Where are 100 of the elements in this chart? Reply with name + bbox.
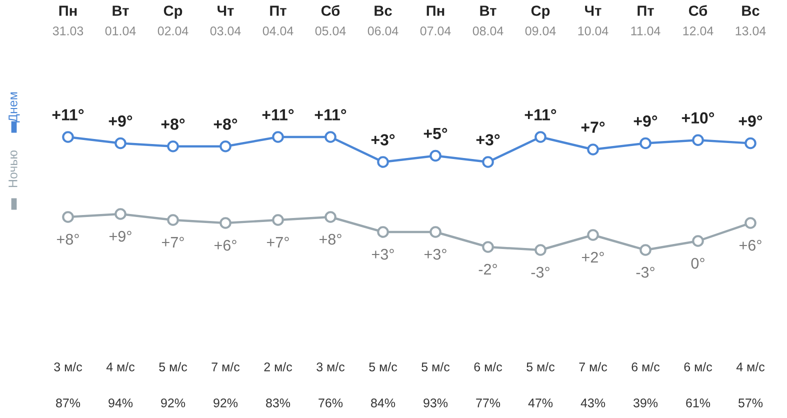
text: 43%: [580, 398, 606, 408]
point: [114, 208, 126, 220]
point: [430, 150, 442, 162]
point: [220, 140, 232, 152]
text: 6 м/с: [632, 362, 660, 372]
text: 39%: [633, 398, 658, 408]
point: [377, 226, 389, 238]
data-label: +8°: [56, 234, 79, 245]
point: [272, 214, 284, 226]
x-tick-label: Вс 06.04: [368, 6, 398, 36]
data-label: -2°: [478, 264, 497, 275]
x-tick-label: Ср 09.04: [525, 6, 556, 36]
text: 83%: [266, 398, 290, 408]
data-label: +9°: [109, 230, 132, 242]
x-tick-label: Ср 02.04: [158, 6, 188, 36]
data-label: +3°: [371, 134, 395, 146]
text: 5 м/с: [369, 362, 398, 372]
text: 4 м/с: [736, 362, 765, 372]
data-label: +2°: [582, 252, 604, 263]
text: 76%: [318, 398, 343, 408]
point: [640, 244, 652, 256]
data-label: -3°: [531, 266, 550, 278]
data-label: +3°: [372, 248, 394, 260]
point: [62, 211, 74, 223]
x-tick-label: Сб 12.04: [683, 5, 714, 36]
text: 2 м/с: [264, 362, 292, 372]
x-tick-label: Вт 01.04: [105, 6, 136, 36]
text: 5 м/с: [526, 362, 555, 372]
point: [324, 131, 336, 143]
point: [324, 211, 336, 223]
point: [377, 156, 389, 168]
point: [62, 131, 74, 143]
x-tick-label: Вт 08.04: [472, 6, 504, 36]
x-tick-label: Чт 03.04: [210, 6, 241, 36]
data-label: +3°: [476, 134, 500, 146]
point: [640, 137, 652, 150]
text: 47%: [528, 398, 553, 408]
text: 92%: [161, 398, 186, 408]
data-label: +9°: [738, 115, 762, 127]
point: [430, 226, 442, 238]
point: [587, 144, 599, 156]
data-label: 0°: [691, 258, 704, 269]
data-label: +11°: [262, 109, 294, 120]
x-tick-label: Пт 11.04: [631, 6, 660, 36]
text: 6 м/с: [684, 362, 712, 372]
point: [114, 137, 126, 150]
text: 93%: [424, 398, 448, 408]
text: Ночью: [8, 150, 18, 188]
data-label: +10°: [682, 112, 714, 124]
x-tick-label: Чт 10.04: [578, 6, 608, 36]
data-label: +6°: [214, 240, 236, 251]
point: [482, 241, 494, 253]
data-label: +7°: [162, 236, 184, 248]
text: 7 м/с: [212, 362, 240, 372]
text: 5 м/с: [422, 362, 450, 372]
point: [692, 134, 704, 146]
text: 5 м/с: [159, 362, 188, 372]
data-label: +7°: [581, 122, 605, 133]
text: 6 м/с: [474, 362, 502, 372]
text: 77%: [476, 398, 500, 408]
text: 4 м/с: [106, 362, 135, 372]
text: 92%: [214, 398, 238, 408]
text: 3 м/с: [54, 362, 82, 372]
point: [744, 137, 756, 150]
x-tick-label: Пн 31.03: [52, 6, 84, 36]
point: [167, 140, 179, 152]
point: [587, 229, 599, 241]
data-label: +5°: [424, 128, 448, 140]
data-label: +9°: [108, 115, 132, 127]
x-tick-label: Сб 05.04: [315, 5, 346, 36]
point: [534, 131, 546, 143]
data-label: +11°: [524, 109, 556, 120]
x-tick-label: Вс 13.04: [736, 6, 766, 36]
point: [744, 217, 756, 229]
text: 3 м/с: [316, 362, 345, 372]
text: Днем: [8, 92, 20, 122]
data-label: +6°: [739, 240, 762, 251]
x-tick-label: Пн 07.04: [420, 6, 451, 36]
data-label: +7°: [266, 236, 289, 248]
data-label: +3°: [424, 248, 446, 260]
text: 87%: [56, 398, 80, 408]
point: [167, 214, 179, 226]
point: [272, 131, 284, 143]
text: 84%: [371, 398, 396, 408]
data-label: +11°: [52, 109, 84, 120]
data-label: +8°: [161, 118, 185, 130]
data-label: +8°: [319, 234, 342, 245]
text: 7 м/с: [579, 362, 608, 372]
text: 57%: [738, 398, 763, 408]
x-tick-label: Пт 04.04: [262, 6, 294, 36]
point: [220, 217, 232, 229]
data-label: +11°: [314, 109, 346, 120]
data-label: +8°: [214, 118, 238, 130]
point: [534, 244, 546, 256]
point: [482, 156, 494, 168]
data-label: +9°: [634, 115, 658, 127]
point: [692, 235, 704, 247]
text: 94%: [108, 398, 133, 408]
text: 61%: [686, 398, 710, 408]
data-label: -3°: [636, 266, 654, 278]
